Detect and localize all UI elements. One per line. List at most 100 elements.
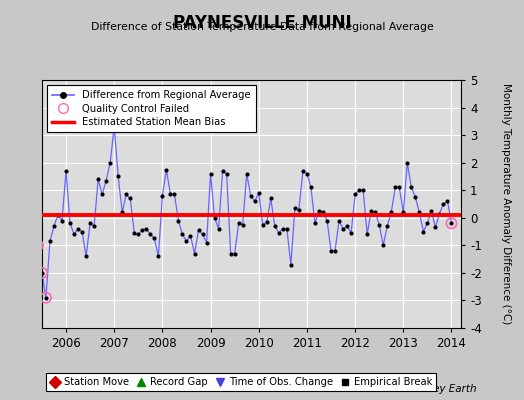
Point <box>315 208 323 214</box>
Point <box>238 222 247 228</box>
Point <box>21 237 30 243</box>
Point <box>447 220 456 226</box>
Point <box>42 294 50 301</box>
Point <box>351 191 359 198</box>
Point <box>255 190 263 196</box>
Point <box>102 177 111 184</box>
Point <box>323 217 331 224</box>
Point <box>263 219 271 225</box>
Point <box>447 220 456 226</box>
Point <box>395 184 403 191</box>
Point <box>166 191 174 198</box>
Point <box>371 209 379 216</box>
Point <box>387 209 396 216</box>
Point <box>355 187 363 194</box>
Point <box>234 220 243 226</box>
Text: Difference of Station Temperature Data from Regional Average: Difference of Station Temperature Data f… <box>91 22 433 32</box>
Point <box>331 248 339 254</box>
Point <box>407 184 416 191</box>
Text: Berkeley Earth: Berkeley Earth <box>400 384 477 394</box>
Point <box>391 184 399 191</box>
Point <box>130 230 138 236</box>
Point <box>243 170 251 177</box>
Point <box>106 160 114 166</box>
Point <box>250 198 259 204</box>
Point <box>78 228 86 235</box>
Point <box>214 226 223 232</box>
Point <box>363 231 372 238</box>
Point <box>38 270 46 276</box>
Point <box>403 160 411 166</box>
Point <box>383 223 391 229</box>
Point <box>38 270 46 276</box>
Point <box>439 201 447 207</box>
Point <box>379 242 387 248</box>
Point <box>435 210 444 217</box>
Legend: Station Move, Record Gap, Time of Obs. Change, Empirical Break: Station Move, Record Gap, Time of Obs. C… <box>46 373 436 391</box>
Point <box>275 230 283 236</box>
Point <box>202 239 211 246</box>
Point <box>186 232 194 239</box>
Point <box>419 228 428 235</box>
Point <box>138 227 147 233</box>
Point <box>415 209 423 216</box>
Point <box>190 250 199 257</box>
Point <box>162 166 171 173</box>
Point <box>226 250 235 257</box>
Point <box>94 176 102 182</box>
Point <box>158 192 167 199</box>
Point <box>291 205 299 211</box>
Point <box>146 231 155 238</box>
Point <box>423 220 432 226</box>
Point <box>431 224 440 231</box>
Point <box>399 209 408 216</box>
Point <box>134 231 143 238</box>
Point <box>206 170 215 177</box>
Point <box>367 208 375 214</box>
Point <box>359 187 367 194</box>
Point <box>18 168 26 174</box>
Point <box>427 208 435 214</box>
Point <box>46 238 54 244</box>
Point <box>287 262 295 268</box>
Point <box>347 230 355 236</box>
Point <box>150 235 159 242</box>
Point <box>110 124 118 130</box>
Point <box>319 209 327 216</box>
Point <box>154 253 162 260</box>
Point <box>375 222 384 228</box>
Point <box>126 195 135 202</box>
Point <box>443 198 452 204</box>
Point <box>210 214 219 221</box>
Point <box>178 231 187 238</box>
Point <box>42 294 50 301</box>
Point <box>411 194 420 200</box>
Point <box>118 209 126 216</box>
Point <box>62 168 70 174</box>
Point <box>98 191 106 198</box>
Point <box>30 206 38 213</box>
Point <box>299 168 307 174</box>
Point <box>198 231 206 238</box>
Point <box>222 170 231 177</box>
Point <box>270 223 279 229</box>
Point <box>34 242 42 248</box>
Point <box>82 253 90 260</box>
Point <box>114 173 123 180</box>
Point <box>70 231 78 238</box>
Point <box>307 184 315 191</box>
Point <box>142 226 150 232</box>
Point <box>170 191 179 198</box>
Point <box>34 242 42 248</box>
Point <box>303 170 311 177</box>
Y-axis label: Monthly Temperature Anomaly Difference (°C): Monthly Temperature Anomaly Difference (… <box>501 83 511 325</box>
Point <box>294 206 303 213</box>
Point <box>231 250 239 257</box>
Point <box>174 217 183 224</box>
Point <box>343 223 351 229</box>
Point <box>74 226 82 232</box>
Point <box>50 223 58 229</box>
Point <box>90 223 99 229</box>
Point <box>122 191 130 198</box>
Point <box>279 226 287 232</box>
